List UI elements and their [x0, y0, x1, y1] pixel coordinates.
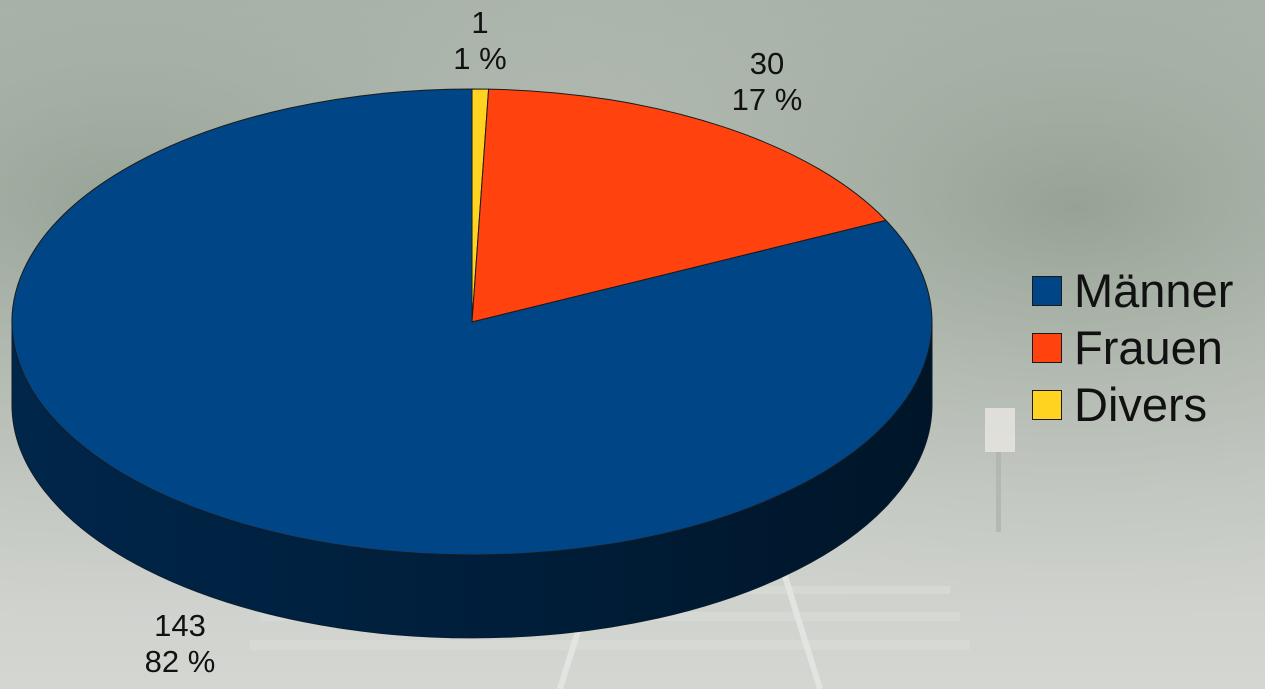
legend-label-divers: Divers — [1074, 377, 1208, 431]
legend-swatch-divers — [1032, 389, 1062, 420]
data-label-maenner: 143 82 % — [120, 608, 240, 680]
percent-label-divers: 1 % — [453, 41, 507, 76]
pie-slice-frauen — [471, 88, 887, 323]
data-label-divers: 1 1 % — [420, 5, 540, 77]
value-label-frauen: 30 — [749, 46, 785, 81]
value-label-maenner: 143 — [154, 608, 206, 643]
percent-label-maenner: 82 % — [144, 644, 216, 679]
pie-slice-maenner — [11, 88, 933, 556]
legend-item-divers: Divers — [1032, 376, 1233, 433]
legend-item-frauen: Frauen — [1032, 319, 1233, 376]
percent-label-frauen: 17 % — [731, 82, 803, 117]
legend-swatch-maenner — [1032, 275, 1062, 306]
legend-label-maenner: Männer — [1074, 263, 1234, 317]
legend-label-frauen: Frauen — [1074, 320, 1223, 374]
chart-legend: Männer Frauen Divers — [1032, 262, 1233, 433]
data-label-frauen: 30 17 % — [707, 46, 827, 118]
legend-swatch-frauen — [1032, 332, 1062, 363]
legend-item-maenner: Männer — [1032, 262, 1233, 319]
value-label-divers: 1 — [471, 5, 489, 40]
